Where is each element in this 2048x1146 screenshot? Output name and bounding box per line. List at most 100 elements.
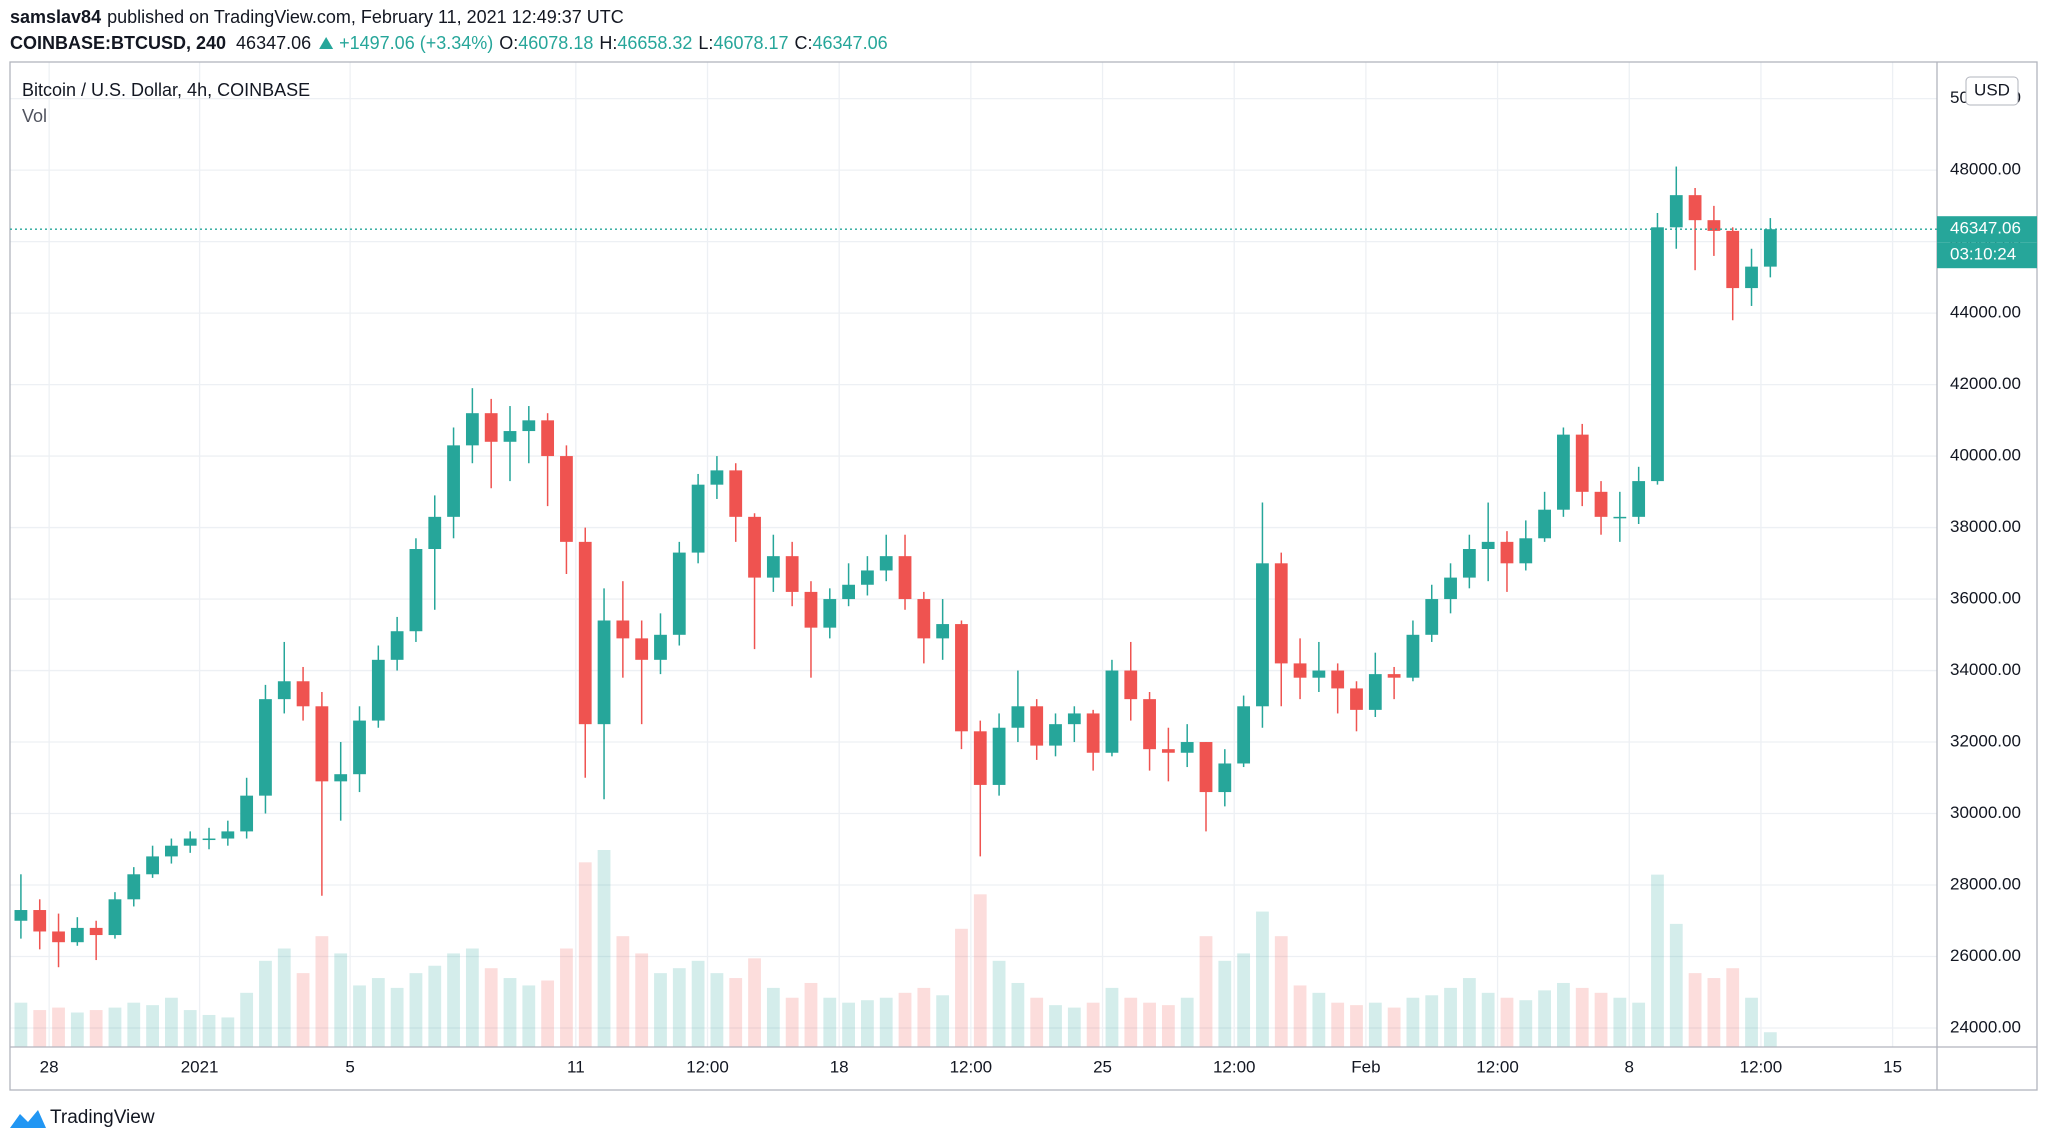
volume-bar xyxy=(1124,997,1138,1047)
volume-bar xyxy=(1256,911,1269,1047)
candle-body xyxy=(748,516,761,578)
volume-bar xyxy=(1406,997,1420,1047)
volume-bar xyxy=(898,992,912,1047)
x-tick-label: 5 xyxy=(345,1057,354,1076)
volume-bar xyxy=(221,1017,235,1047)
last-price-tag xyxy=(1937,216,2037,243)
volume-bar xyxy=(296,973,310,1047)
candle-body xyxy=(1199,742,1213,793)
x-tick-label: 18 xyxy=(830,1057,849,1076)
candle-body xyxy=(804,591,818,628)
candle-body xyxy=(1312,670,1326,678)
volume-bar xyxy=(1237,953,1251,1047)
candle-body xyxy=(541,420,555,457)
volume-bar xyxy=(52,1007,65,1047)
candle-body xyxy=(1538,509,1551,539)
candle-body xyxy=(729,470,743,517)
candle-body xyxy=(1067,713,1081,725)
volume-bar xyxy=(1218,960,1232,1047)
candle-body xyxy=(710,470,724,485)
candle-body xyxy=(1124,670,1138,700)
candle-body xyxy=(465,413,479,446)
l-value: 46078.17 xyxy=(713,33,788,53)
y-tick-label: 38000.00 xyxy=(1950,517,2021,536)
candle-body xyxy=(353,720,366,775)
volume-bar xyxy=(1312,992,1326,1047)
volume-bar xyxy=(1331,1002,1345,1047)
volume-bar xyxy=(1161,1005,1175,1047)
volume-bar xyxy=(804,982,818,1047)
candle-body xyxy=(597,620,611,725)
candle-body xyxy=(296,681,310,707)
volume-bar xyxy=(785,997,799,1047)
volume-bar xyxy=(1199,936,1213,1047)
volume-bar xyxy=(823,997,837,1047)
volume-bar xyxy=(936,995,950,1047)
candle-body xyxy=(635,638,649,660)
candle-body xyxy=(1011,706,1025,728)
brand-logo: TradingView xyxy=(10,1107,155,1128)
volume-bar xyxy=(1350,1005,1363,1047)
y-tick-label: 26000.00 xyxy=(1950,946,2021,965)
candle-body xyxy=(1688,195,1702,221)
x-tick-label: Feb xyxy=(1351,1057,1380,1076)
change-arrow xyxy=(319,37,334,49)
candle-body xyxy=(183,838,197,846)
candle-body xyxy=(108,899,122,936)
candle-body xyxy=(1613,516,1627,519)
candle-body xyxy=(334,774,348,782)
volume-bar xyxy=(842,1002,855,1047)
candle-body xyxy=(1218,763,1232,793)
candle-body xyxy=(1105,670,1119,753)
currency-badge[interactable] xyxy=(1965,76,2019,106)
volume-label: Vol xyxy=(22,106,47,126)
y-tick-label: 48000.00 xyxy=(1950,160,2021,179)
volume-bar xyxy=(428,965,442,1047)
volume-bar xyxy=(127,1002,141,1047)
volume-bar xyxy=(917,987,931,1047)
volume-bar xyxy=(33,1010,47,1047)
candle-body xyxy=(14,910,28,921)
volume-bar xyxy=(710,973,724,1047)
volume-bar xyxy=(541,980,555,1047)
currency: USD xyxy=(1974,80,2010,99)
candle-body xyxy=(1763,229,1777,267)
candle-body xyxy=(259,699,272,796)
y-tick-label: 28000.00 xyxy=(1950,874,2021,893)
o-value: 46078.18 xyxy=(518,33,593,53)
candle-body xyxy=(70,927,84,943)
x-tick-label: 2021 xyxy=(181,1057,219,1076)
volume-bar xyxy=(1669,923,1683,1047)
candle-body xyxy=(1651,227,1664,482)
candle-body xyxy=(766,556,780,578)
h-label: H: xyxy=(599,33,617,53)
published: published on TradingView.com, February 1… xyxy=(107,7,624,27)
volume-bar xyxy=(146,1005,159,1047)
volume-bar xyxy=(1011,982,1025,1047)
candle-body xyxy=(861,570,874,585)
candle-body xyxy=(503,431,517,442)
last-price: 46347.06 xyxy=(236,33,311,53)
volume-bar xyxy=(672,968,686,1047)
candle-body xyxy=(1557,434,1570,510)
candle-body xyxy=(955,624,968,732)
countdown-tag xyxy=(1937,242,2037,269)
candle-body xyxy=(89,927,103,936)
volume-bar xyxy=(1030,997,1044,1047)
candle-body xyxy=(390,631,404,660)
candle-body xyxy=(202,838,216,841)
l-label: L: xyxy=(698,33,713,53)
candle-body xyxy=(240,795,254,832)
candle-body xyxy=(447,445,460,517)
candle-body xyxy=(1387,674,1401,678)
y-tick-label: 44000.00 xyxy=(1950,303,2021,322)
candle-body xyxy=(1745,266,1758,289)
volume-bar xyxy=(1707,978,1721,1047)
candle-body xyxy=(578,541,592,725)
c-label: C: xyxy=(795,33,813,53)
volume-bar xyxy=(259,960,272,1047)
candle-body xyxy=(428,516,442,550)
volume-bar xyxy=(578,862,592,1047)
candle-body xyxy=(917,599,931,639)
volume-bar xyxy=(729,978,743,1047)
